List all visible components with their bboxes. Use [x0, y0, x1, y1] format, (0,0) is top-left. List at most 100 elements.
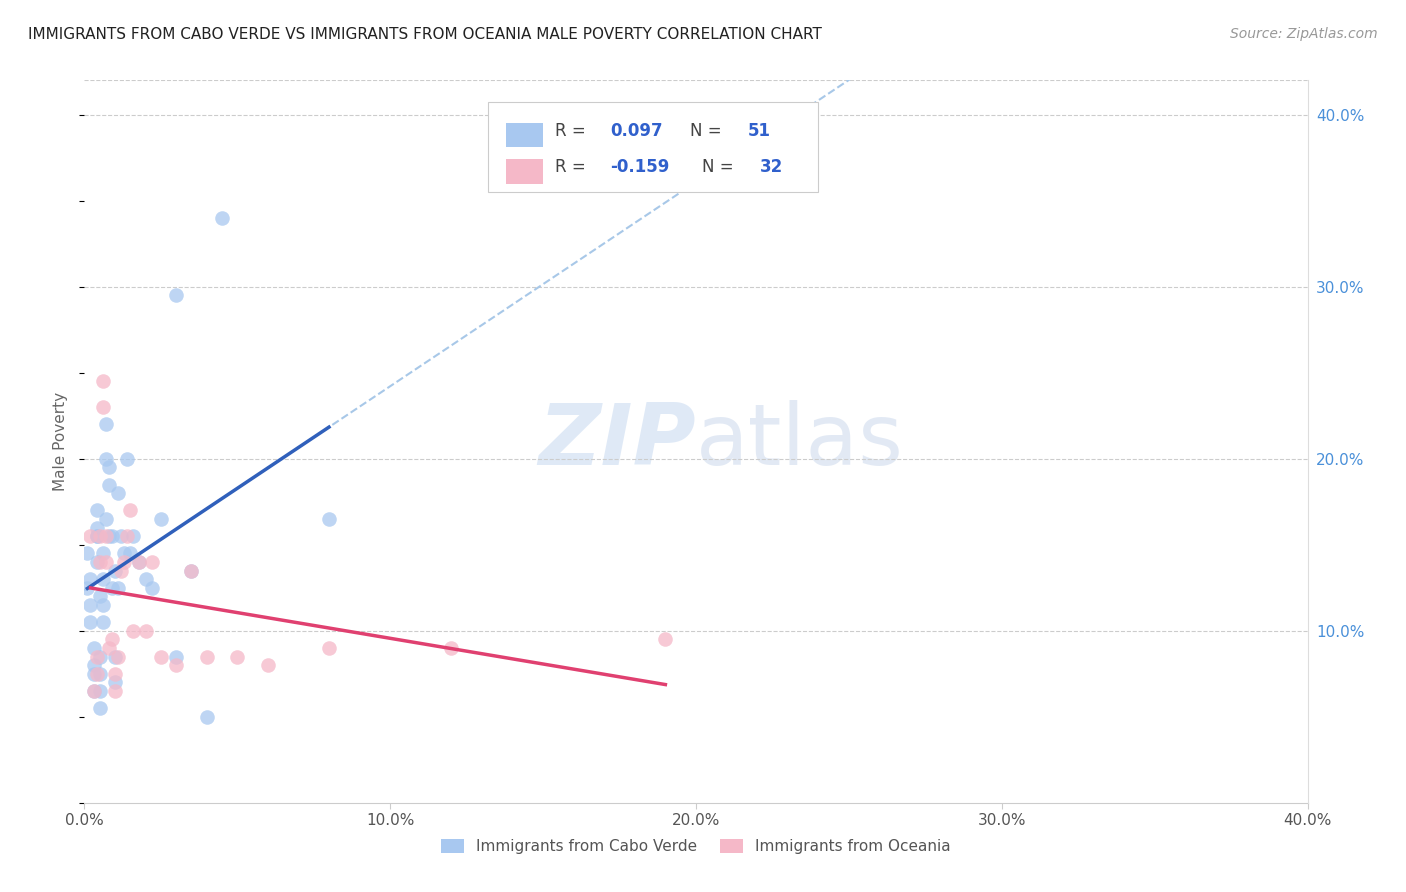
Point	[135, 572, 157, 586]
Point	[104, 649, 127, 664]
Point	[122, 624, 145, 638]
Point	[86, 649, 108, 664]
Point	[165, 658, 187, 673]
Point	[83, 658, 105, 673]
Point	[440, 640, 463, 655]
Point	[89, 684, 111, 698]
Point	[94, 451, 117, 466]
Point	[86, 666, 108, 681]
Point	[112, 546, 135, 560]
Point	[128, 555, 150, 569]
Point	[149, 649, 172, 664]
Point	[195, 649, 218, 664]
Point	[180, 564, 202, 578]
Point	[120, 546, 142, 560]
Text: N =: N =	[702, 158, 740, 176]
Point	[101, 529, 124, 543]
Point	[110, 529, 132, 543]
Point	[86, 555, 108, 569]
Point	[107, 649, 129, 664]
Point	[97, 640, 120, 655]
Point	[94, 555, 117, 569]
Point	[101, 581, 124, 595]
Point	[89, 529, 111, 543]
Point	[120, 503, 142, 517]
Point	[122, 529, 145, 543]
Text: 0.097: 0.097	[610, 122, 664, 140]
Point	[89, 555, 111, 569]
Text: atlas: atlas	[696, 400, 904, 483]
FancyBboxPatch shape	[488, 102, 818, 193]
Legend: Immigrants from Cabo Verde, Immigrants from Oceania: Immigrants from Cabo Verde, Immigrants f…	[434, 832, 957, 860]
Point	[97, 529, 120, 543]
Point	[115, 529, 138, 543]
Point	[257, 658, 280, 673]
Point	[107, 581, 129, 595]
Point	[91, 400, 114, 414]
Point	[110, 564, 132, 578]
Point	[83, 684, 105, 698]
Point	[94, 417, 117, 432]
Text: 51: 51	[748, 122, 770, 140]
Point	[318, 640, 340, 655]
Point	[79, 598, 101, 612]
Point	[135, 624, 157, 638]
Text: R =: R =	[555, 122, 592, 140]
Point	[318, 512, 340, 526]
Point	[94, 529, 117, 543]
Point	[79, 615, 101, 630]
Point	[91, 615, 114, 630]
Point	[89, 649, 111, 664]
Point	[79, 529, 101, 543]
Text: ZIP: ZIP	[538, 400, 696, 483]
Point	[115, 451, 138, 466]
Point	[83, 666, 105, 681]
Point	[112, 555, 135, 569]
Point	[180, 564, 202, 578]
Point	[101, 632, 124, 647]
Point	[91, 546, 114, 560]
Point	[76, 546, 98, 560]
Text: -0.159: -0.159	[610, 158, 669, 176]
Text: N =: N =	[690, 122, 727, 140]
Point	[149, 512, 172, 526]
Text: Source: ZipAtlas.com: Source: ZipAtlas.com	[1230, 27, 1378, 41]
Point	[104, 666, 127, 681]
Point	[141, 555, 163, 569]
Point	[97, 477, 120, 491]
Y-axis label: Male Poverty: Male Poverty	[53, 392, 69, 491]
FancyBboxPatch shape	[506, 159, 543, 184]
Point	[89, 666, 111, 681]
Point	[89, 701, 111, 715]
Point	[89, 590, 111, 604]
Point	[94, 512, 117, 526]
Text: IMMIGRANTS FROM CABO VERDE VS IMMIGRANTS FROM OCEANIA MALE POVERTY CORRELATION C: IMMIGRANTS FROM CABO VERDE VS IMMIGRANTS…	[28, 27, 823, 42]
Point	[104, 684, 127, 698]
Point	[165, 649, 187, 664]
Point	[104, 564, 127, 578]
Point	[86, 529, 108, 543]
Point	[211, 211, 233, 225]
Text: R =: R =	[555, 158, 592, 176]
Point	[107, 486, 129, 500]
Point	[91, 572, 114, 586]
Point	[86, 503, 108, 517]
Point	[165, 288, 187, 302]
Point	[654, 632, 676, 647]
Point	[83, 684, 105, 698]
Point	[79, 572, 101, 586]
Point	[195, 710, 218, 724]
Point	[86, 529, 108, 543]
Point	[76, 581, 98, 595]
Text: 32: 32	[759, 158, 783, 176]
Point	[91, 598, 114, 612]
Point	[226, 649, 249, 664]
Point	[83, 640, 105, 655]
Point	[128, 555, 150, 569]
Point	[104, 675, 127, 690]
FancyBboxPatch shape	[506, 123, 543, 147]
Point	[141, 581, 163, 595]
Point	[91, 375, 114, 389]
Point	[86, 520, 108, 534]
Point	[97, 460, 120, 475]
